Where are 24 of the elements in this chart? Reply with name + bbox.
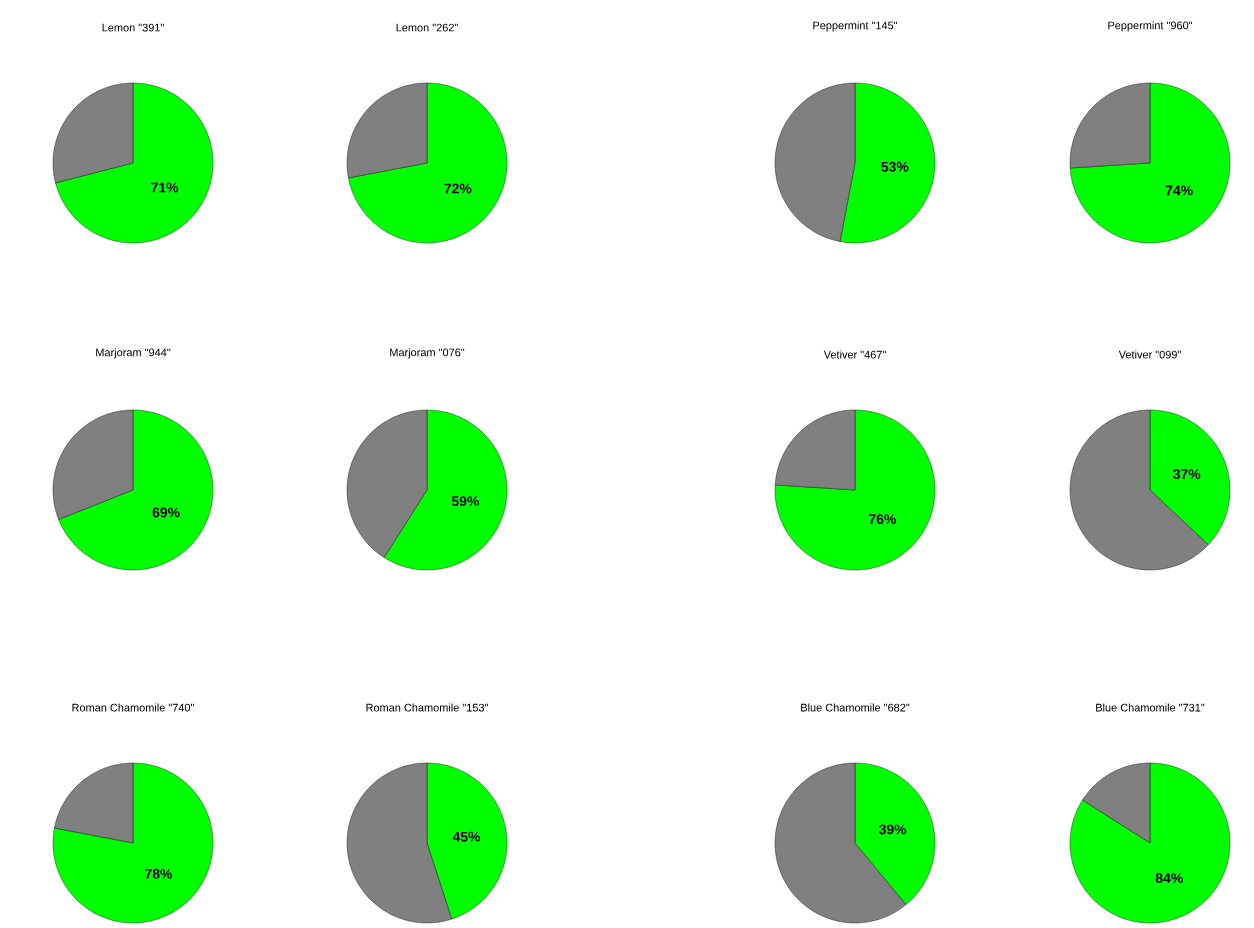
chart-title: Marjoram "076" [390, 348, 465, 359]
data-label: 45% [452, 831, 481, 842]
data-label: 37% [1173, 469, 1201, 480]
data-label: 74% [1165, 185, 1193, 196]
data-label: 69% [152, 507, 180, 518]
data-label: 39% [879, 824, 907, 835]
data-label: 71% [151, 182, 179, 193]
chart-title: Vetiver "467" [823, 350, 886, 359]
data-label: 78% [145, 868, 173, 879]
data-label: 72% [444, 183, 472, 194]
chart-title: Marjoram "944" [96, 348, 171, 359]
chart-title: Blue Chamomile "731" [1096, 703, 1205, 712]
chart-title: Blue Chamomile "682" [801, 703, 910, 712]
chart-title: Roman Chamomile "153" [366, 703, 488, 712]
chart-title: Lemon "262" [396, 23, 458, 32]
chart-title: Vetiver "099" [1118, 350, 1181, 359]
chart-title: Peppermint "145" [813, 21, 898, 32]
data-label: 59% [451, 496, 479, 507]
chart-title: Peppermint "960" [1108, 21, 1193, 32]
data-label: 53% [881, 161, 909, 172]
chart-title: Lemon "391" [102, 23, 164, 32]
data-label: 76% [869, 514, 896, 525]
chart-title: Roman Chamomile "740" [72, 703, 194, 712]
data-label: 84% [1155, 873, 1183, 883]
